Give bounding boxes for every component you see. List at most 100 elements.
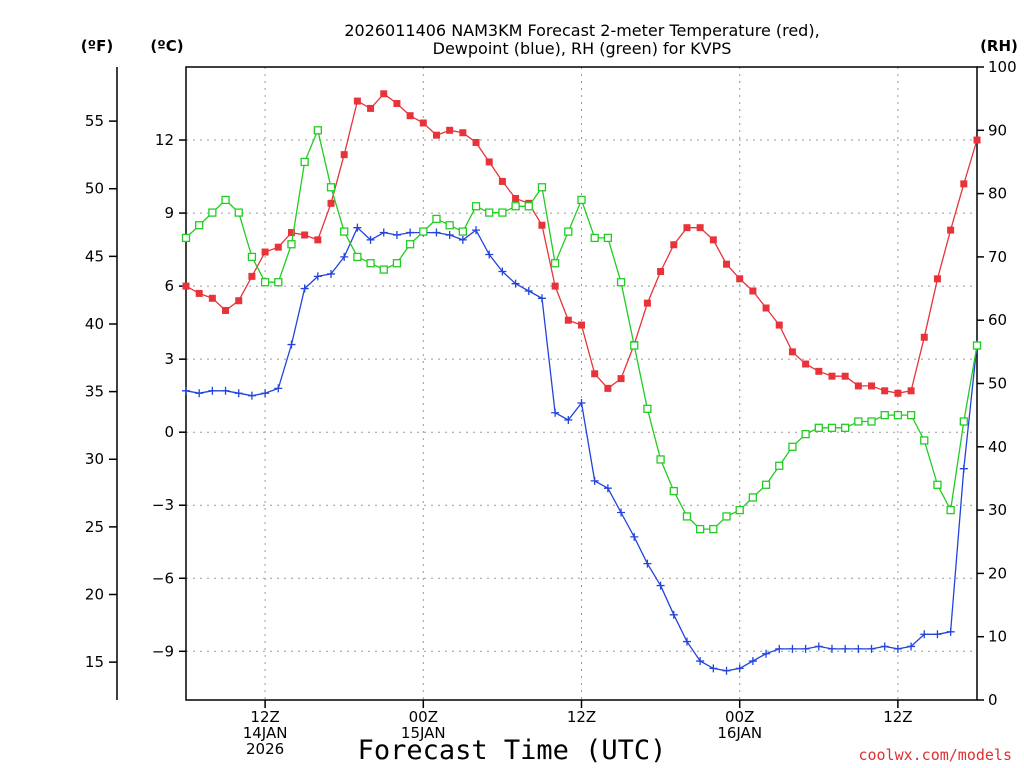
rh-point bbox=[221, 195, 230, 205]
temperature-point bbox=[643, 299, 651, 307]
temperature-point bbox=[498, 177, 506, 185]
temperature-point bbox=[406, 112, 414, 120]
rh-point bbox=[920, 436, 929, 445]
dewpoint-point bbox=[893, 644, 902, 653]
rh-tick-label: 10 bbox=[988, 628, 1007, 646]
celsius-tick-label: 12 bbox=[155, 131, 174, 149]
rh-point bbox=[616, 278, 626, 287]
temperature-point bbox=[788, 348, 796, 356]
time-tick-label: 00Z bbox=[725, 708, 754, 726]
dewpoint-point bbox=[366, 235, 375, 244]
rh-point bbox=[854, 417, 863, 426]
rh-point bbox=[445, 221, 454, 230]
rh-point bbox=[577, 195, 586, 205]
celsius-tick-label: 9 bbox=[164, 204, 174, 222]
temperature-point bbox=[446, 126, 454, 134]
dewpoint-point bbox=[841, 644, 850, 653]
temperature-point bbox=[683, 224, 691, 232]
temperature-point bbox=[287, 229, 295, 237]
temperature-point bbox=[380, 90, 388, 98]
celsius-unit-label: (ºC) bbox=[150, 37, 183, 55]
rh-point bbox=[946, 505, 955, 515]
rh-point bbox=[841, 423, 850, 432]
rh-point bbox=[656, 455, 665, 464]
dewpoint-point bbox=[788, 644, 797, 653]
dewpoint-point bbox=[748, 657, 757, 666]
temperature-point bbox=[709, 236, 717, 244]
dewpoint-point bbox=[445, 230, 454, 239]
temperature-point bbox=[551, 282, 559, 290]
rh-point bbox=[353, 252, 362, 262]
temperature-point bbox=[235, 297, 243, 305]
temperature-point bbox=[749, 287, 757, 295]
dewpoint-point bbox=[406, 228, 415, 237]
temperature-point bbox=[432, 131, 440, 139]
temperature-point bbox=[578, 321, 585, 329]
temperature-point bbox=[314, 236, 322, 244]
celsius-tick-label: 0 bbox=[164, 423, 174, 441]
rh-tick-label: 40 bbox=[988, 438, 1007, 456]
rh-point bbox=[458, 227, 468, 236]
rh-tick-label: 80 bbox=[988, 185, 1007, 203]
dewpoint-point bbox=[340, 252, 349, 261]
dewpoint-point bbox=[946, 627, 955, 636]
data-series bbox=[181, 90, 982, 675]
temperature-point bbox=[670, 241, 678, 249]
rh-point bbox=[432, 214, 441, 224]
dewpoint-point bbox=[274, 384, 283, 393]
rh-point bbox=[511, 202, 520, 211]
rh-point bbox=[379, 265, 388, 274]
time-tick-label: 12Z bbox=[250, 708, 279, 726]
fahrenheit-tick-label: 40 bbox=[85, 315, 104, 333]
dewpoint-point bbox=[247, 391, 256, 400]
rh-point bbox=[524, 202, 533, 211]
temperature-point bbox=[894, 389, 902, 397]
temperature-point bbox=[723, 260, 731, 268]
rh-point bbox=[471, 202, 481, 211]
rh-point bbox=[867, 417, 876, 426]
temperature-point bbox=[248, 272, 256, 280]
rh-point bbox=[550, 259, 560, 268]
dewpoint-point bbox=[801, 644, 810, 653]
rh-point bbox=[247, 252, 257, 262]
dewpoint-point bbox=[577, 398, 586, 407]
dewpoint-point bbox=[511, 279, 520, 288]
temperature-point bbox=[208, 294, 216, 302]
dewpoint-point bbox=[762, 649, 771, 658]
time-tick-label: 16JAN bbox=[717, 724, 762, 742]
celsius-tick-label: −6 bbox=[152, 569, 174, 587]
rh-point bbox=[814, 423, 823, 432]
dewpoint-point bbox=[313, 272, 322, 281]
fahrenheit-tick-label: 35 bbox=[85, 383, 104, 401]
rh-point bbox=[603, 233, 613, 243]
dewpoint-point bbox=[630, 532, 639, 541]
dewpoint-point bbox=[827, 644, 836, 653]
dewpoint-point bbox=[287, 340, 296, 349]
temperature-point bbox=[920, 333, 928, 341]
dewpoint-point bbox=[564, 416, 573, 425]
dewpoint-point bbox=[656, 581, 665, 590]
dewpoint-point bbox=[867, 644, 876, 653]
temperature-point bbox=[762, 304, 770, 312]
dewpoint-point bbox=[458, 235, 467, 244]
dewpoint-point bbox=[485, 250, 494, 259]
celsius-tick-label: −9 bbox=[152, 642, 174, 660]
dewpoint-point bbox=[682, 637, 691, 646]
rh-tick-label: 20 bbox=[988, 564, 1007, 582]
fahrenheit-tick-label: 55 bbox=[85, 112, 104, 130]
dewpoint-point bbox=[735, 664, 744, 673]
x-axis-title: Forecast Time (UTC) bbox=[358, 735, 667, 766]
title-line: 2026011406 NAM3KM Forecast 2-meter Tempe… bbox=[344, 21, 819, 40]
rh-tick-label: 30 bbox=[988, 501, 1007, 519]
rh-point bbox=[313, 126, 322, 135]
dewpoint-point bbox=[498, 267, 507, 276]
credit-text: coolwx.com/models bbox=[858, 746, 1012, 764]
dewpoint-point bbox=[208, 386, 217, 395]
chart-title: 2026011406 NAM3KM Forecast 2-meter Tempe… bbox=[344, 21, 819, 58]
rh-tick-label: 90 bbox=[988, 121, 1007, 139]
dewpoint-series bbox=[182, 223, 981, 675]
rh-point bbox=[933, 480, 942, 489]
celsius-tick-label: −3 bbox=[152, 496, 174, 514]
temperature-point bbox=[419, 119, 427, 127]
